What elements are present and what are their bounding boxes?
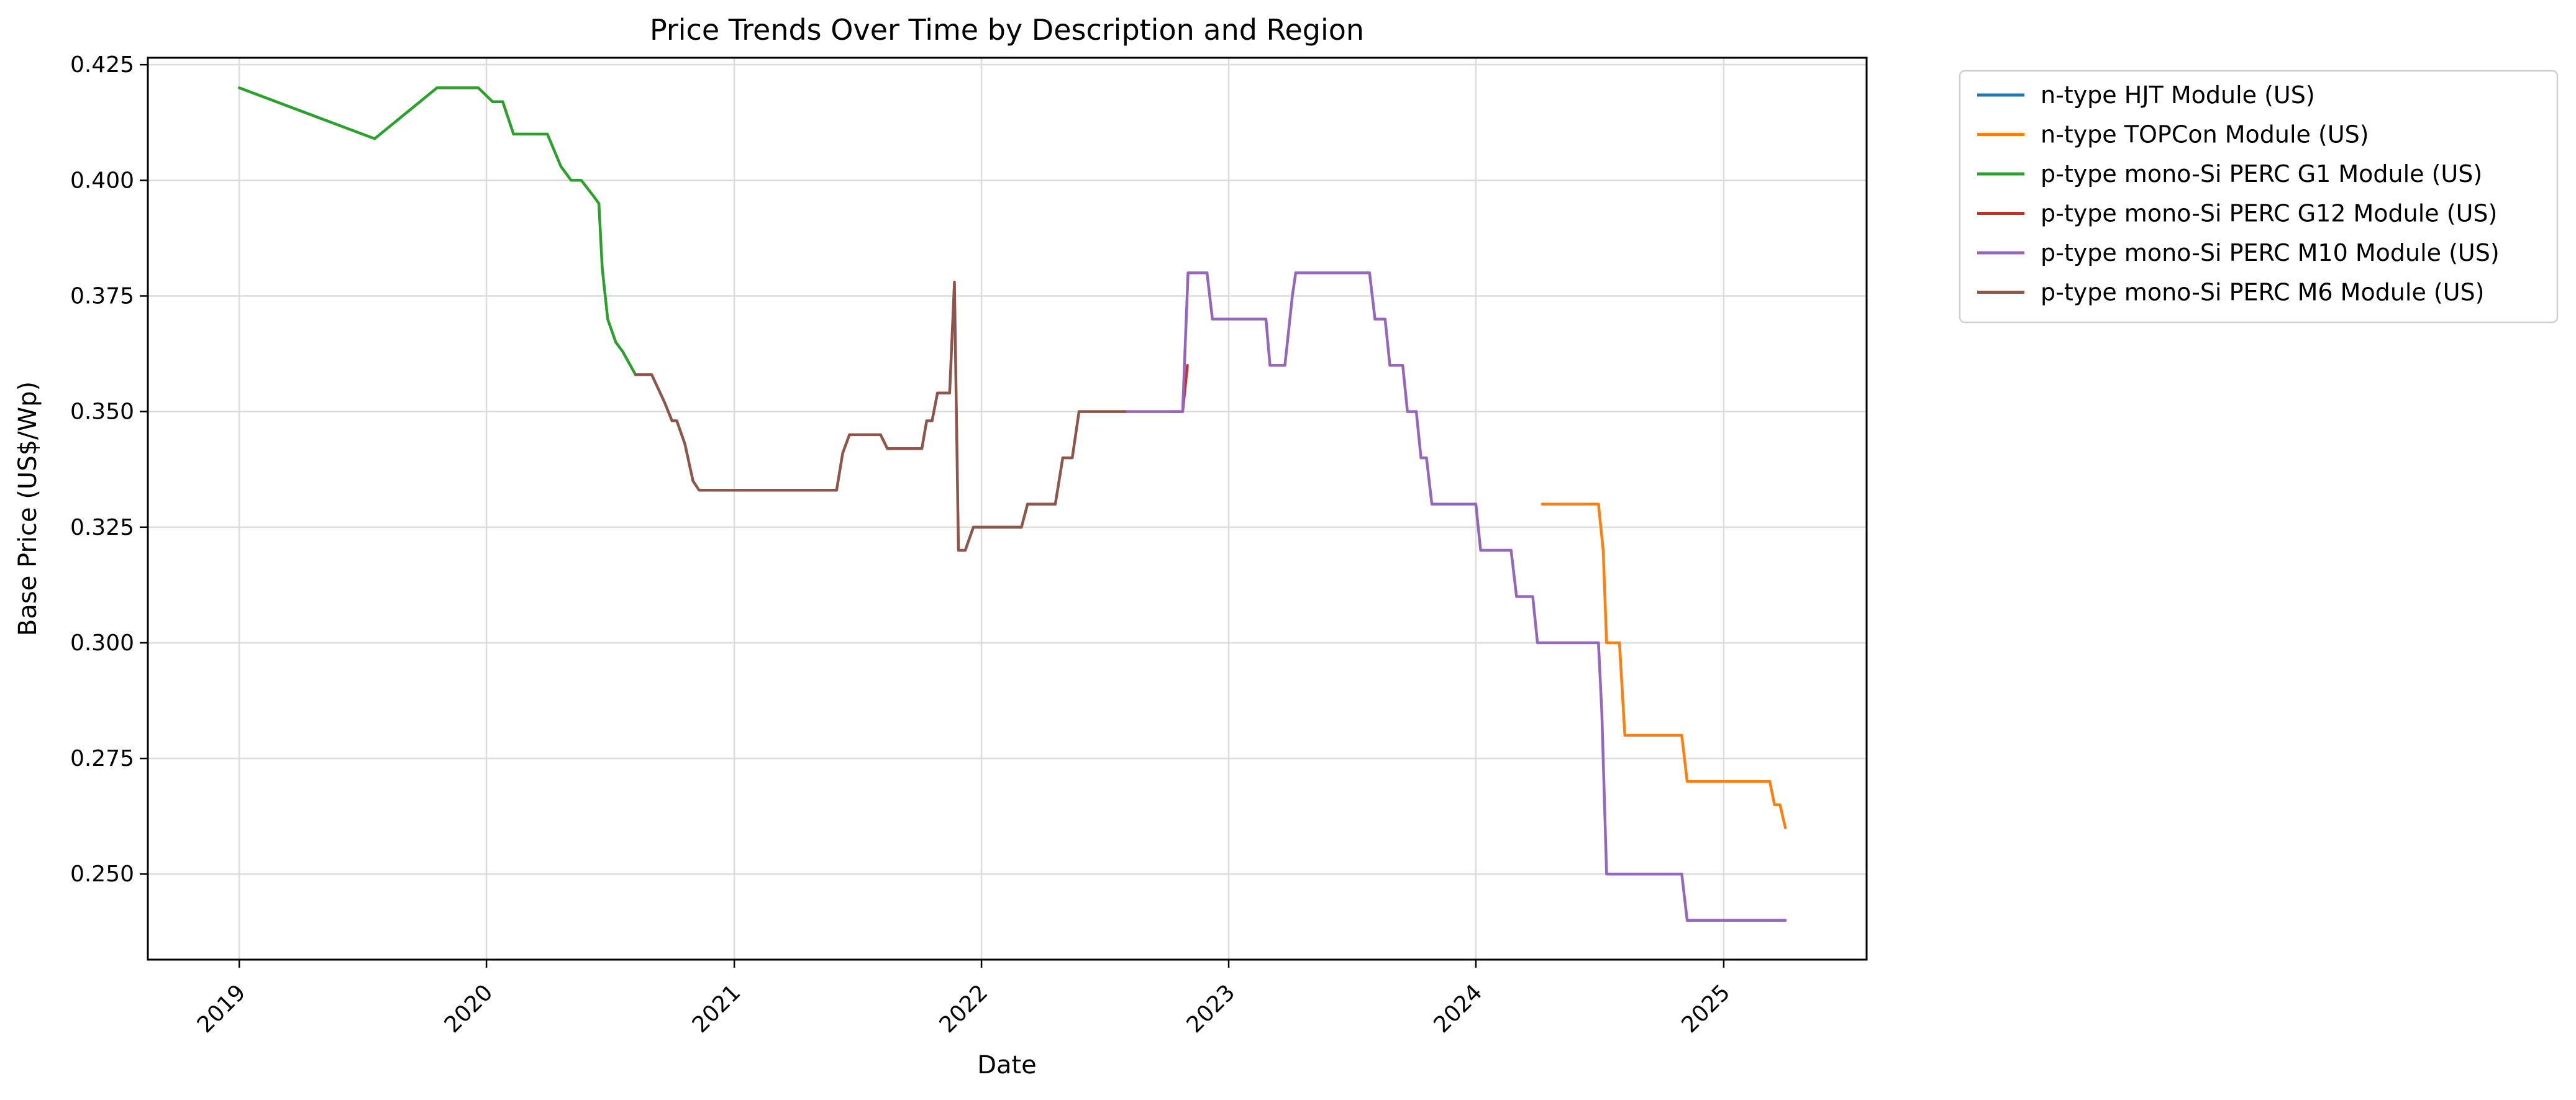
y-tick-label: 0.300	[70, 630, 134, 656]
y-axis: 0.250 0.275 0.300 0.325 0.350 0.375 0.400 0.425	[70, 52, 148, 887]
y-tick-label: 0.350	[70, 399, 134, 425]
y-tick-label: 0.325	[70, 515, 134, 540]
y-tick-label: 0.400	[70, 168, 134, 193]
chart-title: Price Trends Over Time by Description an…	[650, 13, 1364, 47]
legend: n-type HJT Module (US) n-type TOPCon Modu…	[1959, 70, 2559, 324]
x-axis-label: Date	[977, 1051, 1037, 1080]
series-line-2	[237, 86, 637, 376]
y-tick-label: 0.250	[70, 861, 134, 887]
legend-box	[1959, 70, 2559, 324]
y-axis-label: Base Price (US$/Wp)	[14, 381, 42, 636]
legend-label: p-type mono-Si PERC G12 Module (US)	[2041, 200, 2497, 227]
grid	[148, 58, 1867, 960]
series-layer	[237, 86, 1787, 922]
legend-label: p-type mono-Si PERC G1 Module (US)	[2041, 160, 2482, 188]
legend-label: n-type HJT Module (US)	[2041, 81, 2315, 109]
y-tick-label: 0.275	[70, 746, 134, 771]
legend-label: p-type mono-Si PERC M10 Module (US)	[2041, 239, 2500, 266]
y-tick-label: 0.425	[70, 52, 134, 78]
plot-frame	[147, 57, 1868, 961]
legend-label: n-type TOPCon Module (US)	[2041, 121, 2369, 148]
series-line-1	[1541, 502, 1787, 830]
series-line-5	[634, 280, 1127, 552]
y-tick-label: 0.375	[70, 283, 134, 309]
series-line-4	[1123, 271, 1787, 922]
legend-label: p-type mono-Si PERC M6 Module (US)	[2041, 279, 2485, 306]
